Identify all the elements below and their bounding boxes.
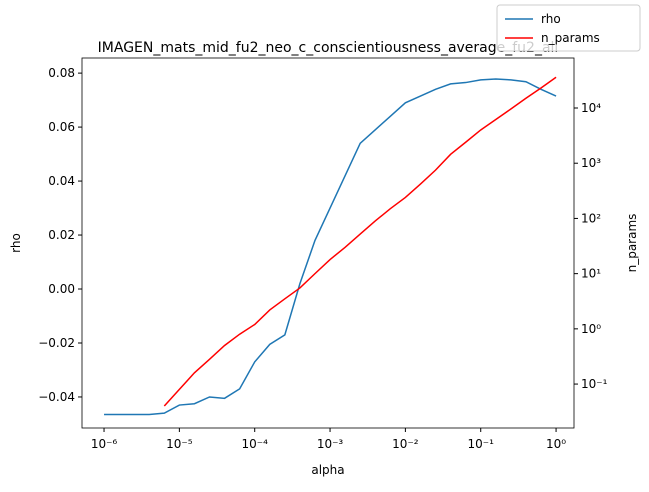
line-series (104, 78, 557, 416)
y2-tick-label: 10³ (581, 156, 601, 170)
y2-axis-label: n_params (625, 214, 639, 273)
x-tick-label: 10⁻¹ (468, 437, 495, 451)
chart-title: IMAGEN_mats_mid_fu2_neo_c_conscientiousn… (98, 40, 559, 56)
y-tick-label: 0.00 (48, 282, 75, 296)
y-tick-label: 0.08 (48, 66, 75, 80)
y-tick-label: −0.04 (38, 390, 75, 404)
y2-tick-label: 10⁻¹ (581, 377, 608, 391)
x-tick-label: 10⁻⁵ (166, 437, 193, 451)
x-tick-label: 10⁻³ (317, 437, 344, 451)
y2-tick-label: 10⁰ (581, 322, 601, 336)
x-tick-label: 10⁻⁴ (241, 437, 268, 451)
x-tick-label: 10⁰ (546, 437, 566, 451)
y2-tick-label: 10⁴ (581, 101, 601, 115)
y-axis-label: rho (9, 233, 23, 253)
y-tick-label: 0.02 (48, 228, 75, 242)
y-tick-label: 0.06 (48, 120, 75, 134)
plot-frame (81, 57, 575, 429)
x-tick-label: 10⁻⁶ (91, 437, 118, 451)
y2-tick-label: 10² (581, 211, 601, 225)
y-tick-label: −0.02 (38, 336, 75, 350)
x-tick-label: 10⁻² (392, 437, 419, 451)
legend-label: rho (541, 12, 561, 26)
y-tick-label: 0.04 (48, 174, 75, 188)
line-series (163, 76, 557, 407)
y2-tick-label: 10¹ (581, 267, 601, 281)
legend-box (496, 4, 641, 52)
legend-label: n_params (541, 31, 600, 45)
x-axis-label: alpha (311, 463, 344, 477)
